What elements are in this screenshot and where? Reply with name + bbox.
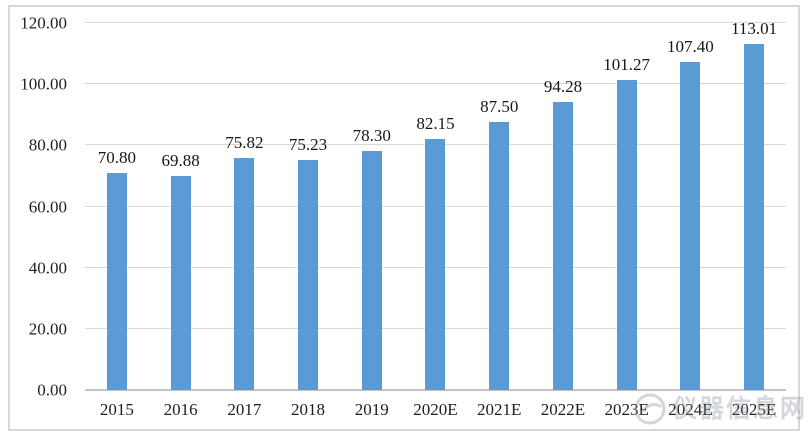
x-tick-label-2017: 2017	[227, 400, 262, 419]
bar-slot: 75.82	[212, 23, 276, 390]
x-tick-label-2015: 2015	[99, 400, 134, 419]
bar-value-label: 75.23	[288, 134, 328, 154]
bar-2015	[106, 173, 127, 390]
bar-slot: 78.30	[340, 23, 404, 390]
bar-value-label: 87.50	[480, 97, 519, 117]
bar-slot: 69.88	[149, 23, 213, 390]
y-axis-tick-labels: 0.00 20.00 40.00 60.00 80.00 100.00 120.00	[10, 15, 67, 399]
x-tick-label-2024E: 2024E	[668, 400, 713, 419]
bar-value-label: 101.27	[603, 55, 651, 75]
bar-2016	[170, 176, 191, 390]
y-tick-label: 120.00	[20, 13, 67, 33]
bar-2023E	[616, 80, 637, 390]
x-tick-label-2023E: 2023E	[604, 400, 649, 419]
x-tick-label-2022E: 2022E	[540, 400, 586, 419]
gridline	[85, 83, 786, 85]
bar-value-label: 78.30	[352, 125, 391, 145]
plot-area: 70.80 69.88 75.82 75.23 78.30 82.15 87.50 94.28…	[85, 19, 786, 391]
x-tick-label-2018: 2018	[291, 400, 326, 419]
bar-slot: 82.15	[404, 23, 468, 390]
x-tick-label-2021E: 2021E	[477, 400, 522, 419]
bar-2019	[361, 150, 382, 390]
bar-value-label: 82.15	[416, 113, 455, 133]
x-tick-label-2020E: 2020E	[413, 400, 458, 419]
bar-slot: 94.28	[531, 23, 595, 390]
bar-2024E	[680, 61, 701, 390]
bar-2025E	[744, 44, 765, 390]
chart-border-frame	[8, 5, 800, 431]
y-tick-label: 0.00	[37, 380, 67, 400]
bar-slot: 70.80	[85, 23, 149, 390]
bar-2017	[234, 158, 255, 390]
y-tick-label: 100.00	[20, 74, 67, 94]
x-tick-label-2025E: 2025E	[731, 400, 777, 419]
bar-value-label: 94.28	[543, 76, 583, 96]
y-tick-label: 40.00	[28, 258, 67, 278]
y-tick-label: 20.00	[28, 319, 67, 339]
x-tick-label-2019: 2019	[354, 400, 389, 419]
gridline	[85, 22, 786, 23]
bar-slot: 113.01	[722, 19, 786, 390]
bar-value-label: 69.88	[161, 151, 200, 171]
x-axis-tick-labels: 2015 2016 2017 2018 2019 2020E 2021E 2022E 2023E…	[85, 399, 786, 425]
bar-2021E	[489, 122, 510, 390]
bar-slot: 107.40	[659, 23, 723, 390]
y-tick-label: 80.00	[28, 135, 67, 155]
bar-2022E	[552, 101, 573, 390]
bar-slot: 87.50	[467, 23, 531, 390]
bar-2018	[298, 159, 319, 390]
x-axis-line	[85, 389, 786, 391]
y-tick-label: 60.00	[28, 197, 67, 216]
bar-value-label: 113.01	[731, 19, 778, 39]
bar-value-label: 75.82	[225, 133, 264, 153]
bar-value-label: 70.80	[97, 148, 136, 168]
x-tick-label-2016: 2016	[163, 400, 198, 419]
bar-value-label: 107.40	[667, 36, 714, 56]
bar-slot: 75.23	[276, 23, 340, 390]
bar-slot: 101.27	[595, 23, 659, 390]
bar-2020E	[425, 138, 446, 390]
